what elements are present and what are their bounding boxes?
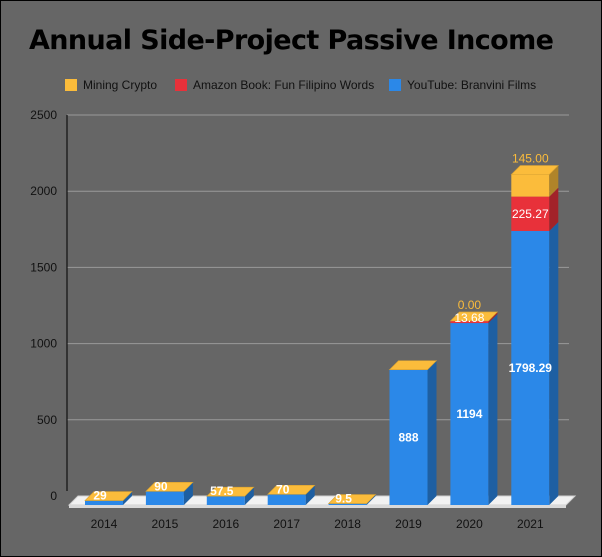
bar-side-amazon-book-fun-filipino-words-2021 [549, 187, 559, 231]
bar-top-2014 [84, 491, 133, 501]
data-label: 888 [398, 430, 418, 444]
legend-swatch-mining-crypto [65, 79, 77, 91]
bar-side-youtube-branvini-films-2021 [549, 221, 559, 505]
bar-top-2016 [206, 486, 255, 497]
bar-front-youtube-branvini-films-2018 [328, 503, 367, 505]
data-label: 90 [154, 479, 168, 493]
data-label: 29 [93, 489, 107, 503]
bar-top-2015 [145, 481, 194, 492]
x-tick-label: 2014 [91, 517, 118, 531]
bar-front-youtube-branvini-films-2014 [85, 500, 123, 505]
bar-side-youtube-branvini-films-2015 [183, 482, 193, 505]
chart-title: Annual Side-Project Passive Income [29, 25, 554, 56]
legend-swatch-amazon-book [175, 79, 187, 91]
bar-side-youtube-branvini-films-2019 [427, 360, 437, 505]
x-tick-label: 2015 [152, 517, 179, 531]
bar-front-youtube-branvini-films-2016 [206, 496, 245, 505]
legend-label-mining-crypto: Mining Crypto [83, 78, 158, 92]
x-tick-label: 2019 [395, 517, 422, 531]
x-tick-label: 2020 [456, 517, 483, 531]
bar-front-youtube-branvini-films-2015 [145, 491, 184, 505]
data-label: 70 [276, 482, 290, 496]
x-tick-label: 2018 [334, 517, 361, 531]
data-label: 57.5 [210, 484, 234, 498]
bar-front-youtube-branvini-films-2021 [511, 230, 550, 505]
bar-side-youtube-branvini-films-2020 [488, 314, 498, 505]
y-tick-label: 500 [37, 413, 57, 427]
bar-top-2019 [388, 360, 438, 370]
x-tick-label: 2021 [517, 517, 544, 531]
bar-front-amazon-book-fun-filipino-words-2021 [511, 196, 550, 231]
bar-front-youtube-branvini-films-2019 [389, 369, 428, 505]
legend-label-amazon-book: Amazon Book: Fun Filipino Words [193, 78, 375, 92]
bar-side-youtube-branvini-films-2016 [244, 487, 254, 505]
data-label: 0.00 [458, 298, 482, 312]
bar-top-2020 [449, 311, 499, 322]
bar-top-2021 [510, 165, 560, 175]
bar-side-youtube-branvini-films-2017 [305, 485, 315, 505]
bar-side-amazon-book-fun-filipino-words-2020 [488, 311, 498, 324]
bar-top-2017 [266, 485, 316, 495]
data-label: 13.68 [454, 311, 484, 325]
bar-top-2018 [327, 494, 377, 504]
bar-front-youtube-branvini-films-2017 [267, 494, 306, 505]
x-tick-label: 2017 [273, 517, 300, 531]
y-tick-label: 1500 [30, 260, 57, 274]
bar-side-mining-crypto-2021 [549, 165, 559, 197]
bar-side-youtube-branvini-films-2014 [123, 491, 132, 505]
y-tick-label: 2500 [30, 108, 57, 122]
data-label: 1798.29 [509, 361, 553, 375]
data-label: 1194 [456, 407, 482, 421]
data-label: 225.27 [512, 207, 549, 221]
data-label: 9.5 [335, 492, 352, 506]
y-tick-label: 1000 [30, 337, 57, 351]
chart-floor-edge [69, 505, 566, 508]
chart-floor [67, 495, 577, 506]
legend-swatch-youtube [389, 79, 401, 91]
y-tick-label: 2000 [30, 184, 57, 198]
bar-front-mining-crypto-2021 [511, 174, 550, 197]
y-tick-label: 0 [50, 489, 57, 503]
legend-label-youtube: YouTube: Branvini Films [407, 78, 537, 92]
x-tick-label: 2016 [212, 517, 239, 531]
bar-front-amazon-book-fun-filipino-words-2020 [450, 320, 489, 324]
data-label: 145.00 [512, 152, 549, 166]
bar-front-youtube-branvini-films-2020 [450, 323, 489, 505]
